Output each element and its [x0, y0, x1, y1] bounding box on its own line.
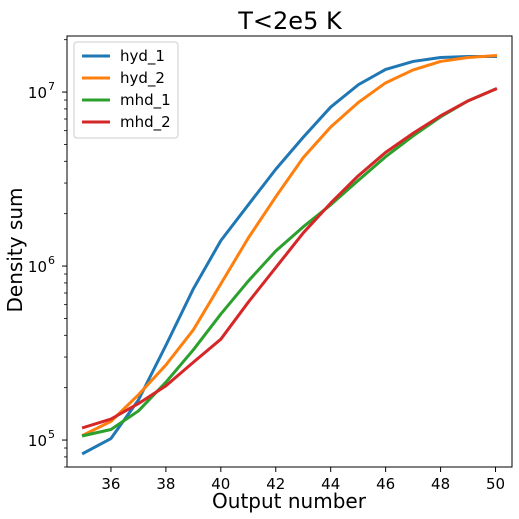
x-tick-label: 36: [101, 475, 120, 493]
y-tick-label-exponent: 7: [48, 80, 55, 93]
y-tick-label-exponent: 5: [48, 428, 55, 441]
legend-label-hyd_2: hyd_2: [120, 69, 165, 88]
x-tick-label: 46: [376, 475, 395, 493]
y-tick-label: 10: [28, 258, 47, 276]
x-tick-label: 50: [486, 475, 505, 493]
series-line-mhd_1: [81, 87, 498, 438]
chart-title: T<2e5 K: [237, 7, 343, 35]
x-tick-label: 48: [431, 475, 450, 493]
legend: hyd_1 hyd_2 mhd_1 mhd_2: [73, 41, 179, 139]
series-line-hyd_1: [81, 55, 498, 456]
x-tick-label: 42: [266, 475, 285, 493]
legend-label-mhd_1: mhd_1: [120, 91, 171, 110]
x-axis-label: Output number: [212, 489, 367, 513]
legend-box: [73, 41, 179, 139]
y-axis-label: Density sum: [3, 188, 27, 313]
x-tick-label: 44: [321, 475, 340, 493]
legend-label-mhd_2: mhd_2: [120, 113, 171, 132]
y-tick-label: 10: [28, 84, 47, 102]
x-axis: 36 38 40 42 44 46 48 50: [101, 467, 505, 493]
plot-area: [66, 35, 513, 468]
x-tick-label: 38: [156, 475, 175, 493]
legend-label-hyd_1: hyd_1: [120, 47, 165, 66]
x-tick-label: 40: [211, 475, 230, 493]
series-line-mhd_2: [81, 87, 498, 430]
y-tick-label-exponent: 6: [48, 254, 55, 267]
plot-frame: [66, 35, 513, 468]
y-tick-label: 10: [28, 432, 47, 450]
series-line-hyd_2: [81, 54, 498, 437]
